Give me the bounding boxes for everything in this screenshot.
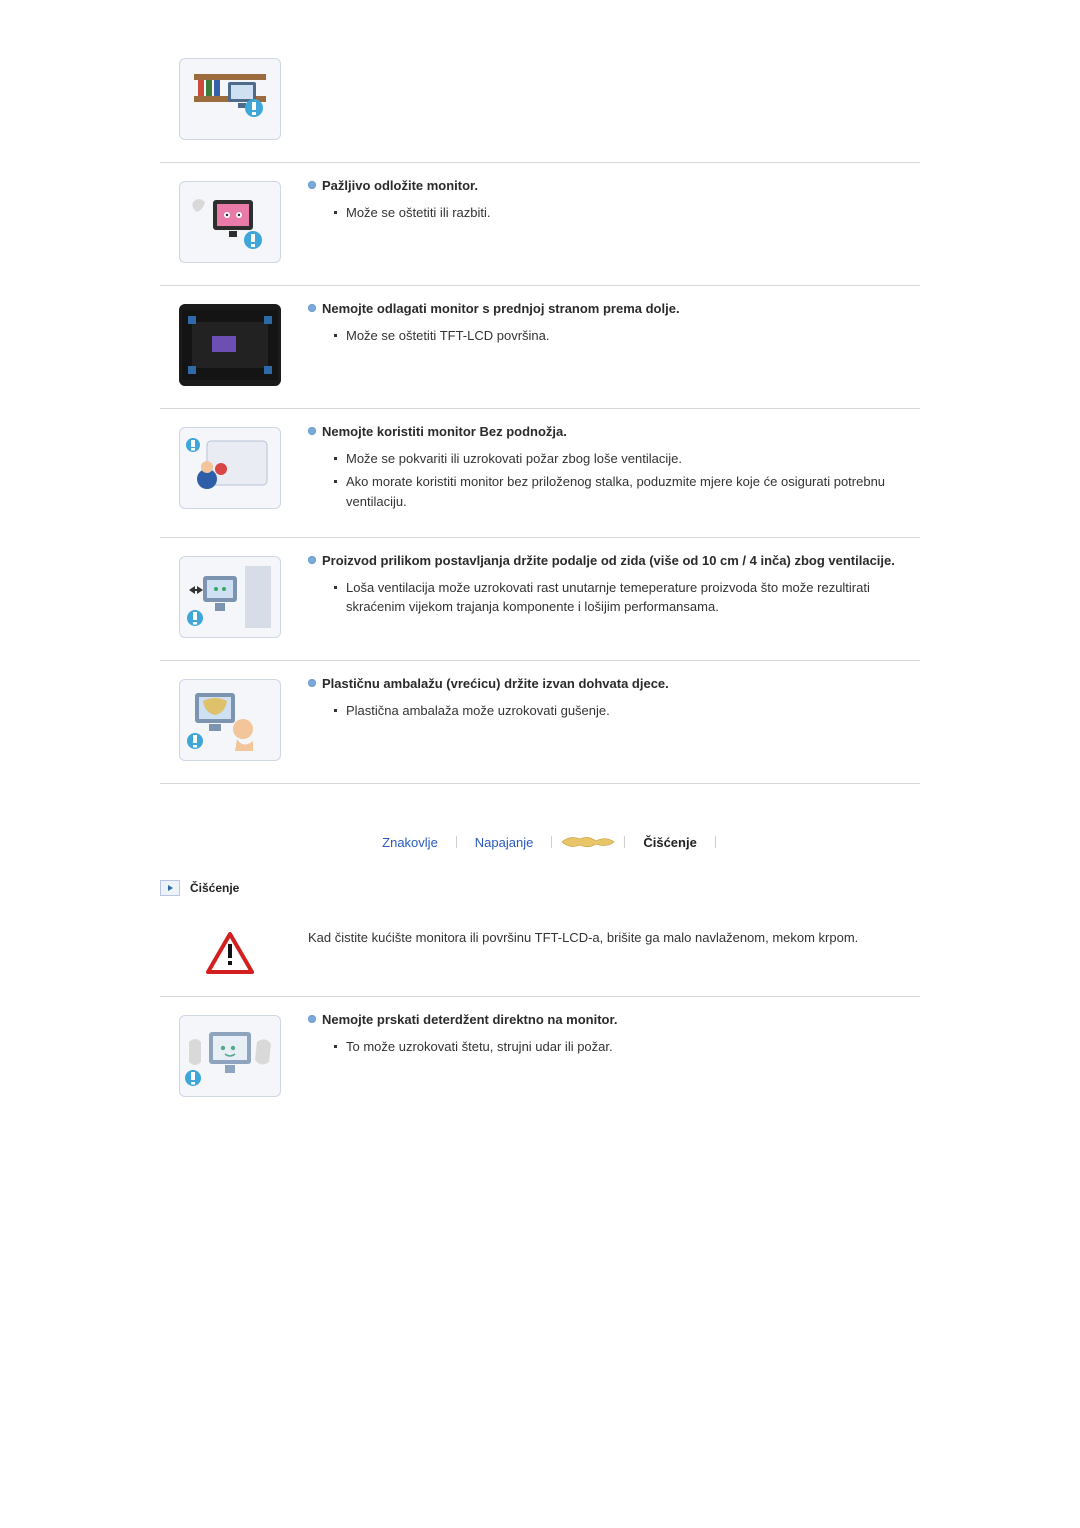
point-item: Može se pokvariti ili uzrokovati požar z…	[334, 449, 920, 469]
point-item: Može se oštetiti TFT-LCD površina.	[334, 326, 920, 346]
illus-col	[160, 54, 300, 140]
body-col: Nemojte odlagati monitor s prednjoj stra…	[300, 300, 920, 349]
bullet-dot-icon	[308, 556, 316, 564]
cleaning-intro-text: Kad čistite kućište monitora ili površin…	[308, 928, 920, 948]
bullet-dot-icon	[308, 1015, 316, 1023]
illus-col	[160, 177, 300, 263]
body-col: Proizvod prilikom postavljanja držite po…	[300, 552, 920, 621]
illus-col	[160, 675, 300, 761]
heading-text: Plastičnu ambalažu (vrećicu) držite izva…	[322, 675, 669, 693]
points-list: Može se oštetiti ili razbiti.	[334, 203, 920, 223]
heading-text: Nemojte odlagati monitor s prednjoj stra…	[322, 300, 680, 318]
face-down-monitor-icon	[179, 304, 281, 386]
point-item: Ako morate koristiti monitor bez prilože…	[334, 472, 920, 511]
wall-distance-icon	[179, 556, 281, 638]
heading-row: Proizvod prilikom postavljanja držite po…	[308, 552, 920, 570]
nav-link-napajanje[interactable]: Napajanje	[457, 835, 552, 850]
body-col: Plastičnu ambalažu (vrećicu) držite izva…	[300, 675, 920, 724]
nav-link-ciscenje[interactable]: Čišćenje	[625, 835, 714, 850]
point-item: Plastična ambalaža može uzrokovati gušen…	[334, 701, 920, 721]
point-item: Loša ventilacija može uzrokovati rast un…	[334, 578, 920, 617]
heading-row: Pažljivo odložite monitor.	[308, 177, 920, 195]
spray-monitor-icon	[179, 1015, 281, 1097]
section-no-stand: Nemojte koristiti monitor Bez podnožja. …	[160, 409, 920, 538]
heading-row: Plastičnu ambalažu (vrećicu) držite izva…	[308, 675, 920, 693]
arrow-icon	[160, 880, 180, 896]
point-item: To može uzrokovati štetu, strujni udar i…	[334, 1037, 920, 1057]
heading-text: Nemojte prskati deterdžent direktno na m…	[322, 1011, 617, 1029]
subsection-heading: Čišćenje	[160, 880, 920, 896]
broken-monitor-icon	[179, 181, 281, 263]
section-wall-distance: Proizvod prilikom postavljanja držite po…	[160, 538, 920, 661]
section-careful-place: Pažljivo odložite monitor. Može se oštet…	[160, 163, 920, 286]
body-col: Kad čistite kućište monitora ili površin…	[300, 928, 920, 948]
nav-separator	[715, 836, 716, 848]
section-face-down: Nemojte odlagati monitor s prednjoj stra…	[160, 286, 920, 409]
warning-triangle-icon	[206, 932, 254, 974]
document-page: Pažljivo odložite monitor. Može se oštet…	[160, 0, 920, 1179]
nav-row: Znakovlje Napajanje Čišćenje	[160, 832, 920, 852]
bullet-dot-icon	[308, 181, 316, 189]
body-col: Nemojte koristiti monitor Bez podnožja. …	[300, 423, 920, 515]
heading-row: Nemojte koristiti monitor Bez podnožja.	[308, 423, 920, 441]
points-list: To može uzrokovati štetu, strujni udar i…	[334, 1037, 920, 1057]
illus-col	[160, 300, 300, 386]
section-no-spray: Nemojte prskati deterdžent direktno na m…	[160, 997, 920, 1119]
heading-text: Pažljivo odložite monitor.	[322, 177, 478, 195]
shelf-monitor-icon	[179, 58, 281, 140]
plastic-bag-baby-icon	[179, 679, 281, 761]
illus-col	[160, 1011, 300, 1097]
points-list: Može se oštetiti TFT-LCD površina.	[334, 326, 920, 346]
points-list: Plastična ambalaža može uzrokovati gušen…	[334, 701, 920, 721]
body-col: Nemojte prskati deterdžent direktno na m…	[300, 1011, 920, 1060]
points-list: Loša ventilacija može uzrokovati rast un…	[334, 578, 920, 617]
point-item: Može se oštetiti ili razbiti.	[334, 203, 920, 223]
bullet-dot-icon	[308, 679, 316, 687]
illus-col	[160, 552, 300, 638]
heading-text: Proizvod prilikom postavljanja držite po…	[322, 552, 895, 570]
bullet-dot-icon	[308, 427, 316, 435]
heading-row: Nemojte prskati deterdžent direktno na m…	[308, 1011, 920, 1029]
bullet-dot-icon	[308, 304, 316, 312]
body-col: Pažljivo odložite monitor. Može se oštet…	[300, 177, 920, 226]
heading-text: Nemojte koristiti monitor Bez podnožja.	[322, 423, 567, 441]
section-shelf	[160, 40, 920, 163]
points-list: Može se pokvariti ili uzrokovati požar z…	[334, 449, 920, 512]
nav-link-znakovlje[interactable]: Znakovlje	[364, 835, 456, 850]
illus-col	[160, 423, 300, 509]
subsection-title: Čišćenje	[190, 881, 239, 895]
illus-col	[160, 928, 300, 974]
no-stand-icon	[179, 427, 281, 509]
section-plastic-bag: Plastičnu ambalažu (vrećicu) držite izva…	[160, 661, 920, 784]
hand-pointer-icon[interactable]	[552, 832, 624, 852]
heading-row: Nemojte odlagati monitor s prednjoj stra…	[308, 300, 920, 318]
section-cleaning-intro: Kad čistite kućište monitora ili površin…	[160, 914, 920, 997]
